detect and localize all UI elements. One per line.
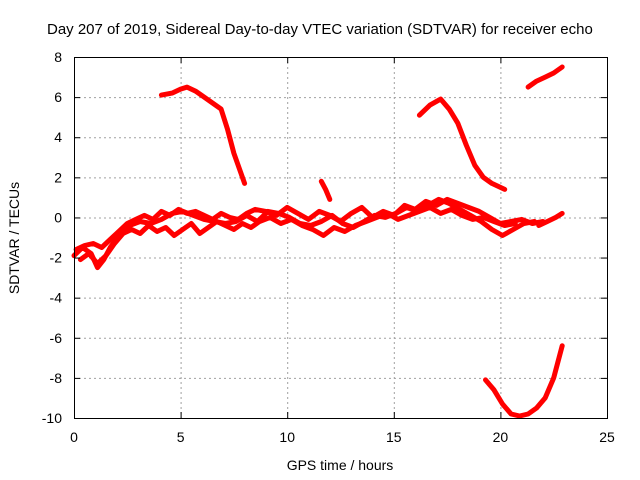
- chart-title: Day 207 of 2019, Sidereal Day-to-day VTE…: [47, 21, 593, 38]
- satellite-track-6: [525, 64, 565, 90]
- y-tick-label: -10: [42, 410, 62, 426]
- x-axis-ticks: 0 5 10 15 20 25: [70, 57, 615, 445]
- data-series: [71, 64, 565, 419]
- y-axis-ticks: -10 -8 -6 -4 -2 0 2 4 6 8: [42, 49, 607, 426]
- satellite-track-5: [416, 96, 508, 192]
- x-tick-label: 10: [279, 429, 295, 445]
- x-tick-label: 20: [493, 429, 509, 445]
- x-tick-label: 15: [386, 429, 402, 445]
- y-tick-label: -6: [50, 330, 63, 346]
- satellite-track-4: [158, 84, 248, 186]
- satellite-track-8: [318, 178, 333, 202]
- x-tick-label: 25: [599, 429, 615, 445]
- satellite-track-3: [77, 204, 518, 267]
- y-tick-label: 8: [54, 49, 62, 65]
- y-tick-label: -2: [50, 250, 63, 266]
- satellite-track-2: [73, 196, 546, 252]
- x-tick-label: 0: [70, 429, 78, 445]
- y-tick-label: 2: [54, 169, 62, 185]
- y-tick-label: 0: [54, 209, 62, 225]
- x-tick-label: 5: [177, 429, 185, 445]
- plot-frame: [74, 57, 608, 419]
- y-axis-label: SDTVAR / TECUs: [6, 182, 22, 294]
- satellite-track-7: [483, 343, 565, 419]
- y-tick-label: -4: [50, 290, 63, 306]
- y-tick-label: 4: [54, 129, 62, 145]
- satellite-track-9: [536, 210, 565, 228]
- y-tick-label: 6: [54, 89, 62, 105]
- grid: [74, 57, 607, 418]
- x-axis-label: GPS time / hours: [287, 457, 394, 473]
- y-tick-label: -8: [50, 370, 63, 386]
